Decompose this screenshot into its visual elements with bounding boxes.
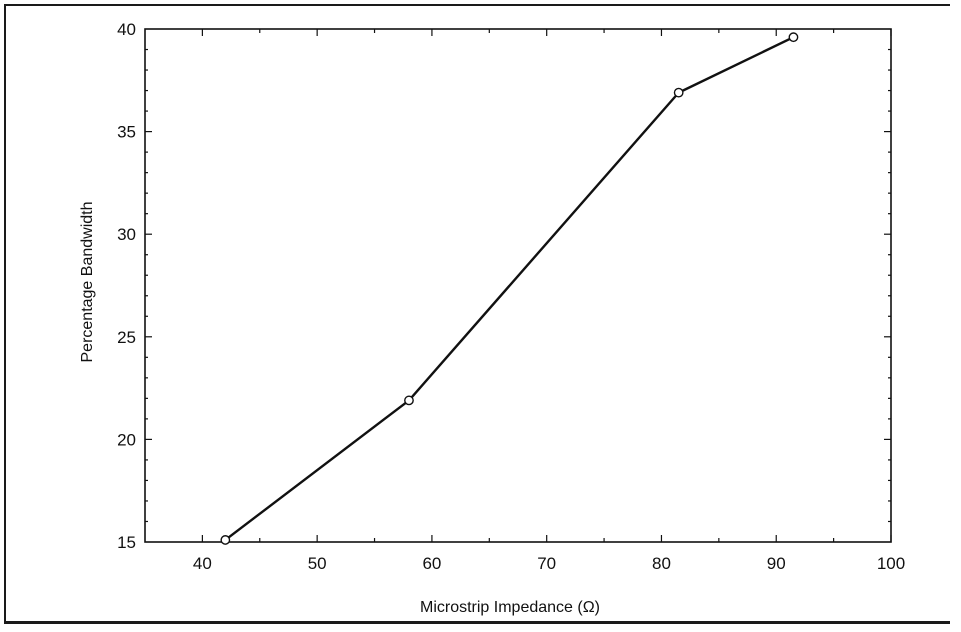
x-axis-title: Microstrip Impedance (Ω) [420,599,600,616]
y-tick-label: 15 [117,533,136,552]
y-tick-label: 35 [117,123,136,142]
x-tick-label: 80 [652,554,671,573]
y-tick-label: 20 [117,430,136,449]
x-tick-label: 70 [537,554,556,573]
series-line [224,36,794,541]
series-group [220,32,799,545]
x-tick-label: 50 [308,554,327,573]
x-tick-label: 90 [767,554,786,573]
x-tick-label: 60 [422,554,441,573]
x-tick-label: 40 [193,554,212,573]
x-tick-label: 100 [877,554,905,573]
data-point [220,535,231,545]
y-tick-label: 30 [117,225,136,244]
data-point [673,87,684,98]
plot-area [144,28,892,543]
data-point [788,32,799,43]
y-tick-label: 40 [117,20,136,39]
axes-group [144,28,892,543]
data-point [404,395,414,406]
y-tick-label: 25 [117,328,136,347]
y-axis-title: Percentage Bandwidth [79,202,96,363]
figure-frame [4,4,950,624]
ticks-group [145,29,892,542]
tick-labels-group: 40 50 60 70 80 90 100 15 20 25 30 35 40 [117,20,905,573]
